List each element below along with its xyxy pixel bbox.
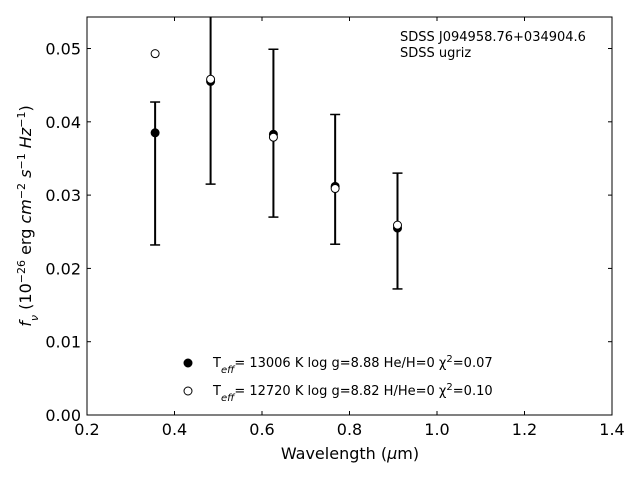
annotation-line-1: SDSS J094958.76+034904.6 — [400, 30, 586, 45]
y-tick-label-5: 0.05 — [45, 40, 81, 59]
open-point-0 — [150, 49, 160, 59]
y-tick-label-3: 0.03 — [45, 186, 81, 205]
legend-marker-filled — [183, 358, 193, 368]
open-point-1 — [206, 74, 216, 84]
x-tick-label-2: 0.6 — [249, 420, 274, 439]
x-tick-label-1: 0.4 — [162, 420, 187, 439]
data-points — [150, 49, 402, 233]
y-tick-label-4: 0.04 — [45, 113, 81, 132]
filled-point-0 — [150, 128, 160, 138]
y-axis-label: fν (10−26 erg cm−2 s−1 Hz−1) — [15, 105, 41, 326]
error-bars — [150, 17, 403, 290]
legend-marker-open — [183, 386, 193, 396]
y-tick-label-1: 0.01 — [45, 333, 81, 352]
legend-label-1: Teff= 12720 K log g=8.82 H/He=0 χ2=0.10 — [212, 382, 493, 404]
x-tick-label-0: 0.2 — [74, 420, 99, 439]
open-point-4 — [392, 220, 402, 230]
x-tick-label-6: 1.4 — [599, 420, 624, 439]
legend: Teff= 13006 K log g=8.88 He/H=0 χ2=0.07 T… — [183, 354, 493, 404]
x-tick-label-5: 1.2 — [512, 420, 537, 439]
x-tick-label-3: 0.8 — [337, 420, 362, 439]
y-tick-label-2: 0.02 — [45, 259, 81, 278]
y-tick-label-0: 0.00 — [45, 406, 81, 425]
annotation-line-2: SDSS ugriz — [400, 46, 471, 61]
legend-label-0: Teff= 13006 K log g=8.88 He/H=0 χ2=0.07 — [212, 354, 493, 376]
open-point-3 — [330, 184, 340, 194]
axis-ticks: 0.2 0.4 0.6 0.8 1.0 1.2 1.4 0.00 0.01 0.02 0.03 0.0… — [45, 17, 625, 439]
open-point-2 — [268, 132, 278, 142]
x-axis-label: Wavelength (μm) — [281, 444, 419, 463]
x-tick-label-4: 1.0 — [424, 420, 449, 439]
